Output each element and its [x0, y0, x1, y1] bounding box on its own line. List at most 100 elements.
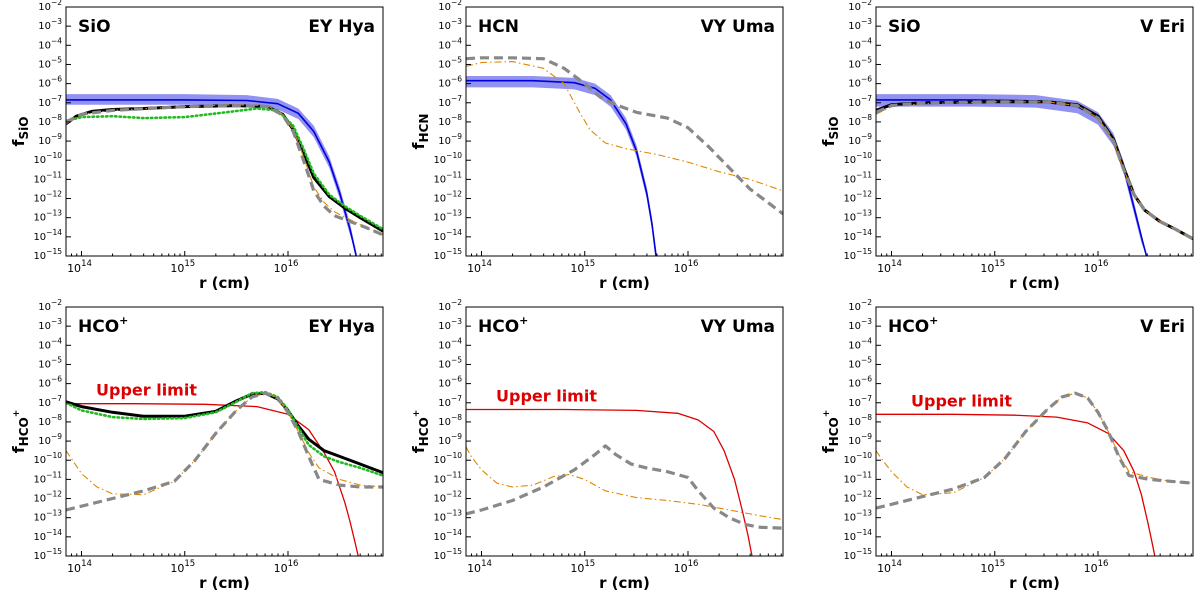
y-tick-label: 10−11	[433, 470, 462, 485]
y-tick-label: 10−7	[848, 94, 872, 109]
y-tick-label: 10−15	[843, 247, 872, 262]
y-axis-label: fSiO	[819, 117, 841, 147]
star-label: EY Hya	[308, 317, 375, 337]
x-tick-label: 1015	[980, 559, 1005, 575]
series-model-fit	[466, 79, 657, 256]
y-tick-label: 10−9	[38, 432, 62, 447]
y-tick-label: 10−9	[38, 132, 62, 147]
series-group	[66, 390, 383, 556]
series-black-curve	[876, 100, 1193, 241]
series-upper-limit	[466, 408, 753, 556]
y-axis-label: fSiO	[9, 117, 31, 147]
y-tick-label: 10−2	[848, 0, 872, 13]
y-tick-label: 10−13	[33, 209, 62, 224]
series-group	[876, 94, 1193, 256]
panel-bottom-left: 10−15 10−14 10−13 10−12 10−11 10−10 10−9 10−8 10…	[9, 298, 384, 592]
series-model-band	[876, 94, 1147, 256]
y-tick-label: 10−15	[33, 247, 62, 262]
series-gray-dashed	[66, 391, 383, 512]
upper-limit-label: Upper limit	[911, 391, 1012, 410]
y-tick-label: 10−6	[38, 75, 62, 90]
series-gray-dashed	[66, 104, 383, 237]
x-tick-label: 1015	[980, 259, 1005, 275]
y-axis-label: fHCN	[409, 114, 431, 150]
star-label: VY Uma	[701, 17, 775, 37]
series-group	[66, 94, 383, 256]
series-model-band	[466, 76, 657, 256]
axes-frame	[875, 6, 1194, 257]
y-tick-label: 10−8	[848, 413, 872, 428]
series-orange-dash-dot	[876, 101, 1193, 240]
y-tick-label: 10−14	[433, 528, 462, 543]
y-tick-label: 10−9	[848, 432, 872, 447]
x-axis-label: r (cm)	[599, 574, 650, 592]
y-tick-label: 10−4	[438, 336, 462, 351]
y-tick-label: 10−13	[433, 209, 462, 224]
x-tick-label: 1015	[570, 559, 595, 575]
y-tick-label: 10−13	[33, 509, 62, 524]
y-tick-label: 10−6	[38, 375, 62, 390]
y-tick-label: 10−13	[843, 209, 872, 224]
y-tick-label: 10−12	[433, 190, 462, 205]
axes-frame	[465, 6, 784, 257]
y-tick-label: 10−5	[848, 55, 872, 70]
y-tick-label: 10−3	[38, 17, 62, 32]
panel-bottom-right: 10−15 10−14 10−13 10−12 10−11 10−10 10−9 10−8 10…	[819, 298, 1194, 592]
y-tick-label: 10−9	[438, 432, 462, 447]
star-label: EY Hya	[308, 17, 375, 37]
y-tick-label: 10−11	[33, 470, 62, 485]
y-tick-label: 10−5	[848, 355, 872, 370]
y-tick-label: 10−4	[438, 36, 462, 51]
series-group	[466, 408, 783, 556]
x-tick-label: 1015	[170, 259, 195, 275]
upper-limit-label: Upper limit	[96, 381, 197, 400]
x-axis-label: r (cm)	[1009, 274, 1060, 292]
x-axis-label: r (cm)	[599, 274, 650, 292]
y-tick-label: 10−12	[843, 190, 872, 205]
series-green-dotted	[66, 107, 383, 231]
y-axis-label: fHCO+	[9, 410, 31, 454]
y-axis-label: fHCO+	[819, 410, 841, 454]
y-tick-label: 10−9	[848, 132, 872, 147]
y-tick-label: 10−7	[848, 394, 872, 409]
y-tick-label: 10−3	[848, 17, 872, 32]
series-group	[466, 56, 783, 256]
y-tick-label: 10−13	[843, 509, 872, 524]
x-tick-label: 1014	[877, 559, 902, 575]
y-tick-label: 10−7	[38, 94, 62, 109]
x-tick-label: 1016	[274, 259, 299, 275]
axes-frame	[65, 6, 384, 257]
y-tick-label: 10−8	[38, 413, 62, 428]
y-tick-label: 10−10	[33, 451, 62, 466]
y-tick-label: 10−12	[33, 190, 62, 205]
x-tick-label: 1015	[170, 559, 195, 575]
y-tick-label: 10−3	[848, 317, 872, 332]
y-tick-label: 10−8	[438, 413, 462, 428]
series-gray-dashed	[876, 391, 1193, 510]
x-axis-label: r (cm)	[199, 274, 250, 292]
y-tick-label: 10−15	[33, 547, 62, 562]
y-tick-label: 10−14	[33, 228, 62, 243]
y-tick-label: 10−11	[843, 470, 872, 485]
y-tick-label: 10−4	[38, 336, 62, 351]
axes-frame	[65, 306, 384, 557]
y-tick-label: 10−2	[438, 298, 462, 313]
y-tick-label: 10−10	[843, 451, 872, 466]
x-tick-label: 1014	[67, 259, 92, 275]
y-tick-label: 10−10	[433, 451, 462, 466]
y-tick-label: 10−10	[843, 151, 872, 166]
x-tick-label: 1016	[274, 559, 299, 575]
series-gray-dashed	[876, 100, 1193, 241]
star-label: VY Uma	[701, 317, 775, 337]
species-label: HCO+	[888, 314, 938, 337]
y-tick-label: 10−8	[848, 113, 872, 128]
y-tick-label: 10−11	[33, 170, 62, 185]
x-tick-label: 1016	[674, 559, 699, 575]
y-tick-label: 10−3	[38, 317, 62, 332]
y-tick-label: 10−14	[843, 528, 872, 543]
panel-top-middle: 10−15 10−14 10−13 10−12 10−11 10−10 10−9 10−8 10…	[409, 0, 784, 292]
axes-frame	[875, 306, 1194, 557]
panel-bottom-middle: 10−15 10−14 10−13 10−12 10−11 10−10 10−9 10−8 10…	[409, 298, 784, 592]
upper-limit-label: Upper limit	[496, 386, 597, 405]
